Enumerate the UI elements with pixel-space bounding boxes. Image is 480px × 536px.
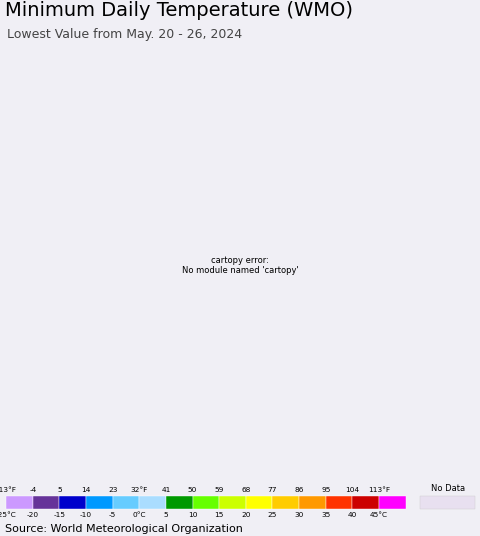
Bar bbox=[192, 496, 219, 509]
Text: -10: -10 bbox=[80, 512, 92, 518]
Text: cartopy error:
No module named 'cartopy': cartopy error: No module named 'cartopy' bbox=[181, 256, 299, 275]
Text: Lowest Value from May. 20 - 26, 2024: Lowest Value from May. 20 - 26, 2024 bbox=[7, 28, 242, 41]
Text: -13°F: -13°F bbox=[0, 487, 16, 493]
Text: 86: 86 bbox=[294, 487, 304, 493]
Bar bbox=[86, 496, 113, 509]
Text: 40: 40 bbox=[348, 512, 357, 518]
Bar bbox=[379, 496, 406, 509]
Bar bbox=[273, 496, 299, 509]
Text: No Data: No Data bbox=[431, 484, 465, 493]
Text: 68: 68 bbox=[241, 487, 251, 493]
Text: 113°F: 113°F bbox=[368, 487, 390, 493]
Text: 59: 59 bbox=[215, 487, 224, 493]
Text: Source: World Meteorological Organization: Source: World Meteorological Organizatio… bbox=[5, 524, 243, 534]
Bar bbox=[33, 496, 60, 509]
Bar bbox=[299, 496, 326, 509]
Text: 41: 41 bbox=[161, 487, 171, 493]
Bar bbox=[219, 496, 246, 509]
Text: 10: 10 bbox=[188, 512, 197, 518]
Text: 5: 5 bbox=[57, 487, 62, 493]
Text: 35: 35 bbox=[321, 512, 330, 518]
Text: -25°C: -25°C bbox=[0, 512, 17, 518]
Text: 77: 77 bbox=[268, 487, 277, 493]
Text: 5: 5 bbox=[164, 512, 168, 518]
Text: 30: 30 bbox=[294, 512, 304, 518]
Bar bbox=[60, 496, 86, 509]
Bar bbox=[246, 496, 273, 509]
Text: -5: -5 bbox=[109, 512, 116, 518]
Text: 32°F: 32°F bbox=[131, 487, 148, 493]
Text: 25: 25 bbox=[268, 512, 277, 518]
Text: 23: 23 bbox=[108, 487, 118, 493]
Bar bbox=[326, 496, 352, 509]
Bar bbox=[139, 496, 166, 509]
Text: 0°C: 0°C bbox=[132, 512, 146, 518]
Text: 20: 20 bbox=[241, 512, 251, 518]
Bar bbox=[420, 496, 475, 509]
Bar bbox=[166, 496, 192, 509]
Text: 95: 95 bbox=[321, 487, 330, 493]
Bar bbox=[352, 496, 379, 509]
Text: Minimum Daily Temperature (WMO): Minimum Daily Temperature (WMO) bbox=[5, 1, 353, 20]
Text: 45°C: 45°C bbox=[370, 512, 388, 518]
Text: -20: -20 bbox=[27, 512, 39, 518]
Text: 15: 15 bbox=[215, 512, 224, 518]
Text: 104: 104 bbox=[345, 487, 360, 493]
Text: 50: 50 bbox=[188, 487, 197, 493]
Text: -15: -15 bbox=[53, 512, 65, 518]
Bar bbox=[113, 496, 139, 509]
Text: -4: -4 bbox=[29, 487, 36, 493]
Bar bbox=[6, 496, 33, 509]
Text: 14: 14 bbox=[82, 487, 91, 493]
